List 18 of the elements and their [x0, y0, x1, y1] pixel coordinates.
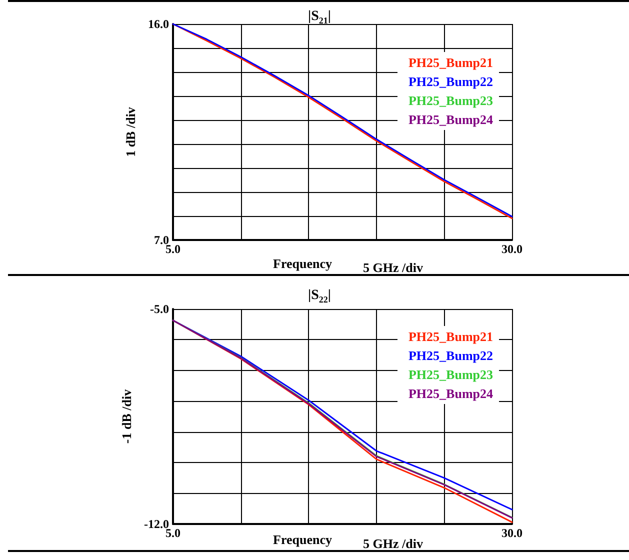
y-axis-title: -1 dB /div — [119, 388, 134, 444]
text: PH25_Bump22 — [408, 74, 494, 89]
x-axis-title: Frequency — [273, 532, 332, 547]
y-tick-label: 16.0 — [148, 17, 169, 31]
text: 5 GHz /div — [363, 260, 424, 275]
y-axis-title: 1 dB /div — [123, 106, 138, 157]
legend-label: PH25_Bump24 — [408, 112, 494, 127]
text: PH25_Bump22 — [408, 348, 494, 363]
x-tick-label: 30.0 — [502, 526, 522, 540]
x-tick-label: 30.0 — [502, 242, 522, 256]
text: 5 GHz /div — [363, 536, 424, 551]
x-axis-title: Frequency — [273, 256, 332, 271]
text: PH25_Bump24 — [408, 386, 494, 401]
legend-label: PH25_Bump23 — [408, 93, 494, 108]
text: PH25_Bump21 — [408, 55, 494, 70]
y-tick-label: -5.0 — [150, 302, 169, 316]
text: PH25_Bump21 — [408, 329, 494, 344]
text: PH25_Bump23 — [408, 367, 494, 382]
